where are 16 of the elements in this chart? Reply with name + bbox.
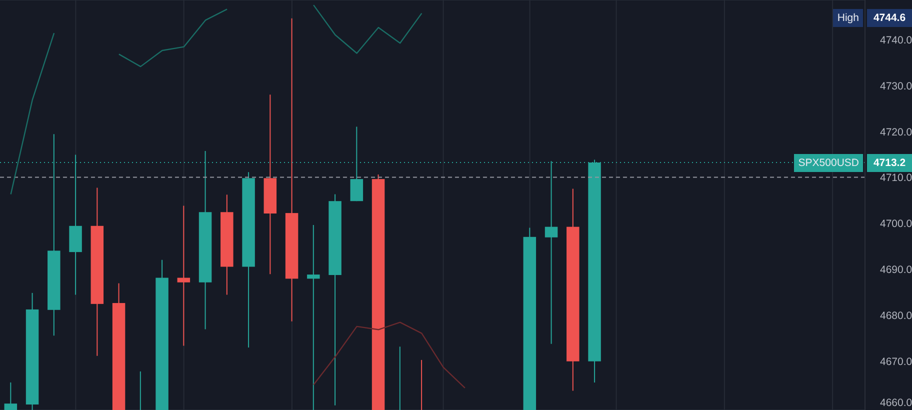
y-tick-label: 4700.0 [880,218,912,230]
y-tick-label: 4720.0 [880,126,912,138]
ref-line-label: SPX500USD [794,154,863,172]
candlestick [4,382,18,410]
y-tick-label: 4740.0 [880,34,912,46]
annotation: High [833,9,863,28]
candlestick [307,224,320,410]
y-tick-label: 4730.0 [880,80,912,92]
y-tick-label: 4710.0 [880,172,912,184]
text: 4744.6 [867,9,912,28]
line-series [312,322,466,389]
y-tick-label: 4690.0 [880,264,912,276]
y-tick-label: 4680.0 [880,310,912,322]
y-tick-label: 4670.0 [880,356,912,368]
text: 4713.2 [867,154,912,172]
y-tick-label: 4660.0 [880,397,912,409]
